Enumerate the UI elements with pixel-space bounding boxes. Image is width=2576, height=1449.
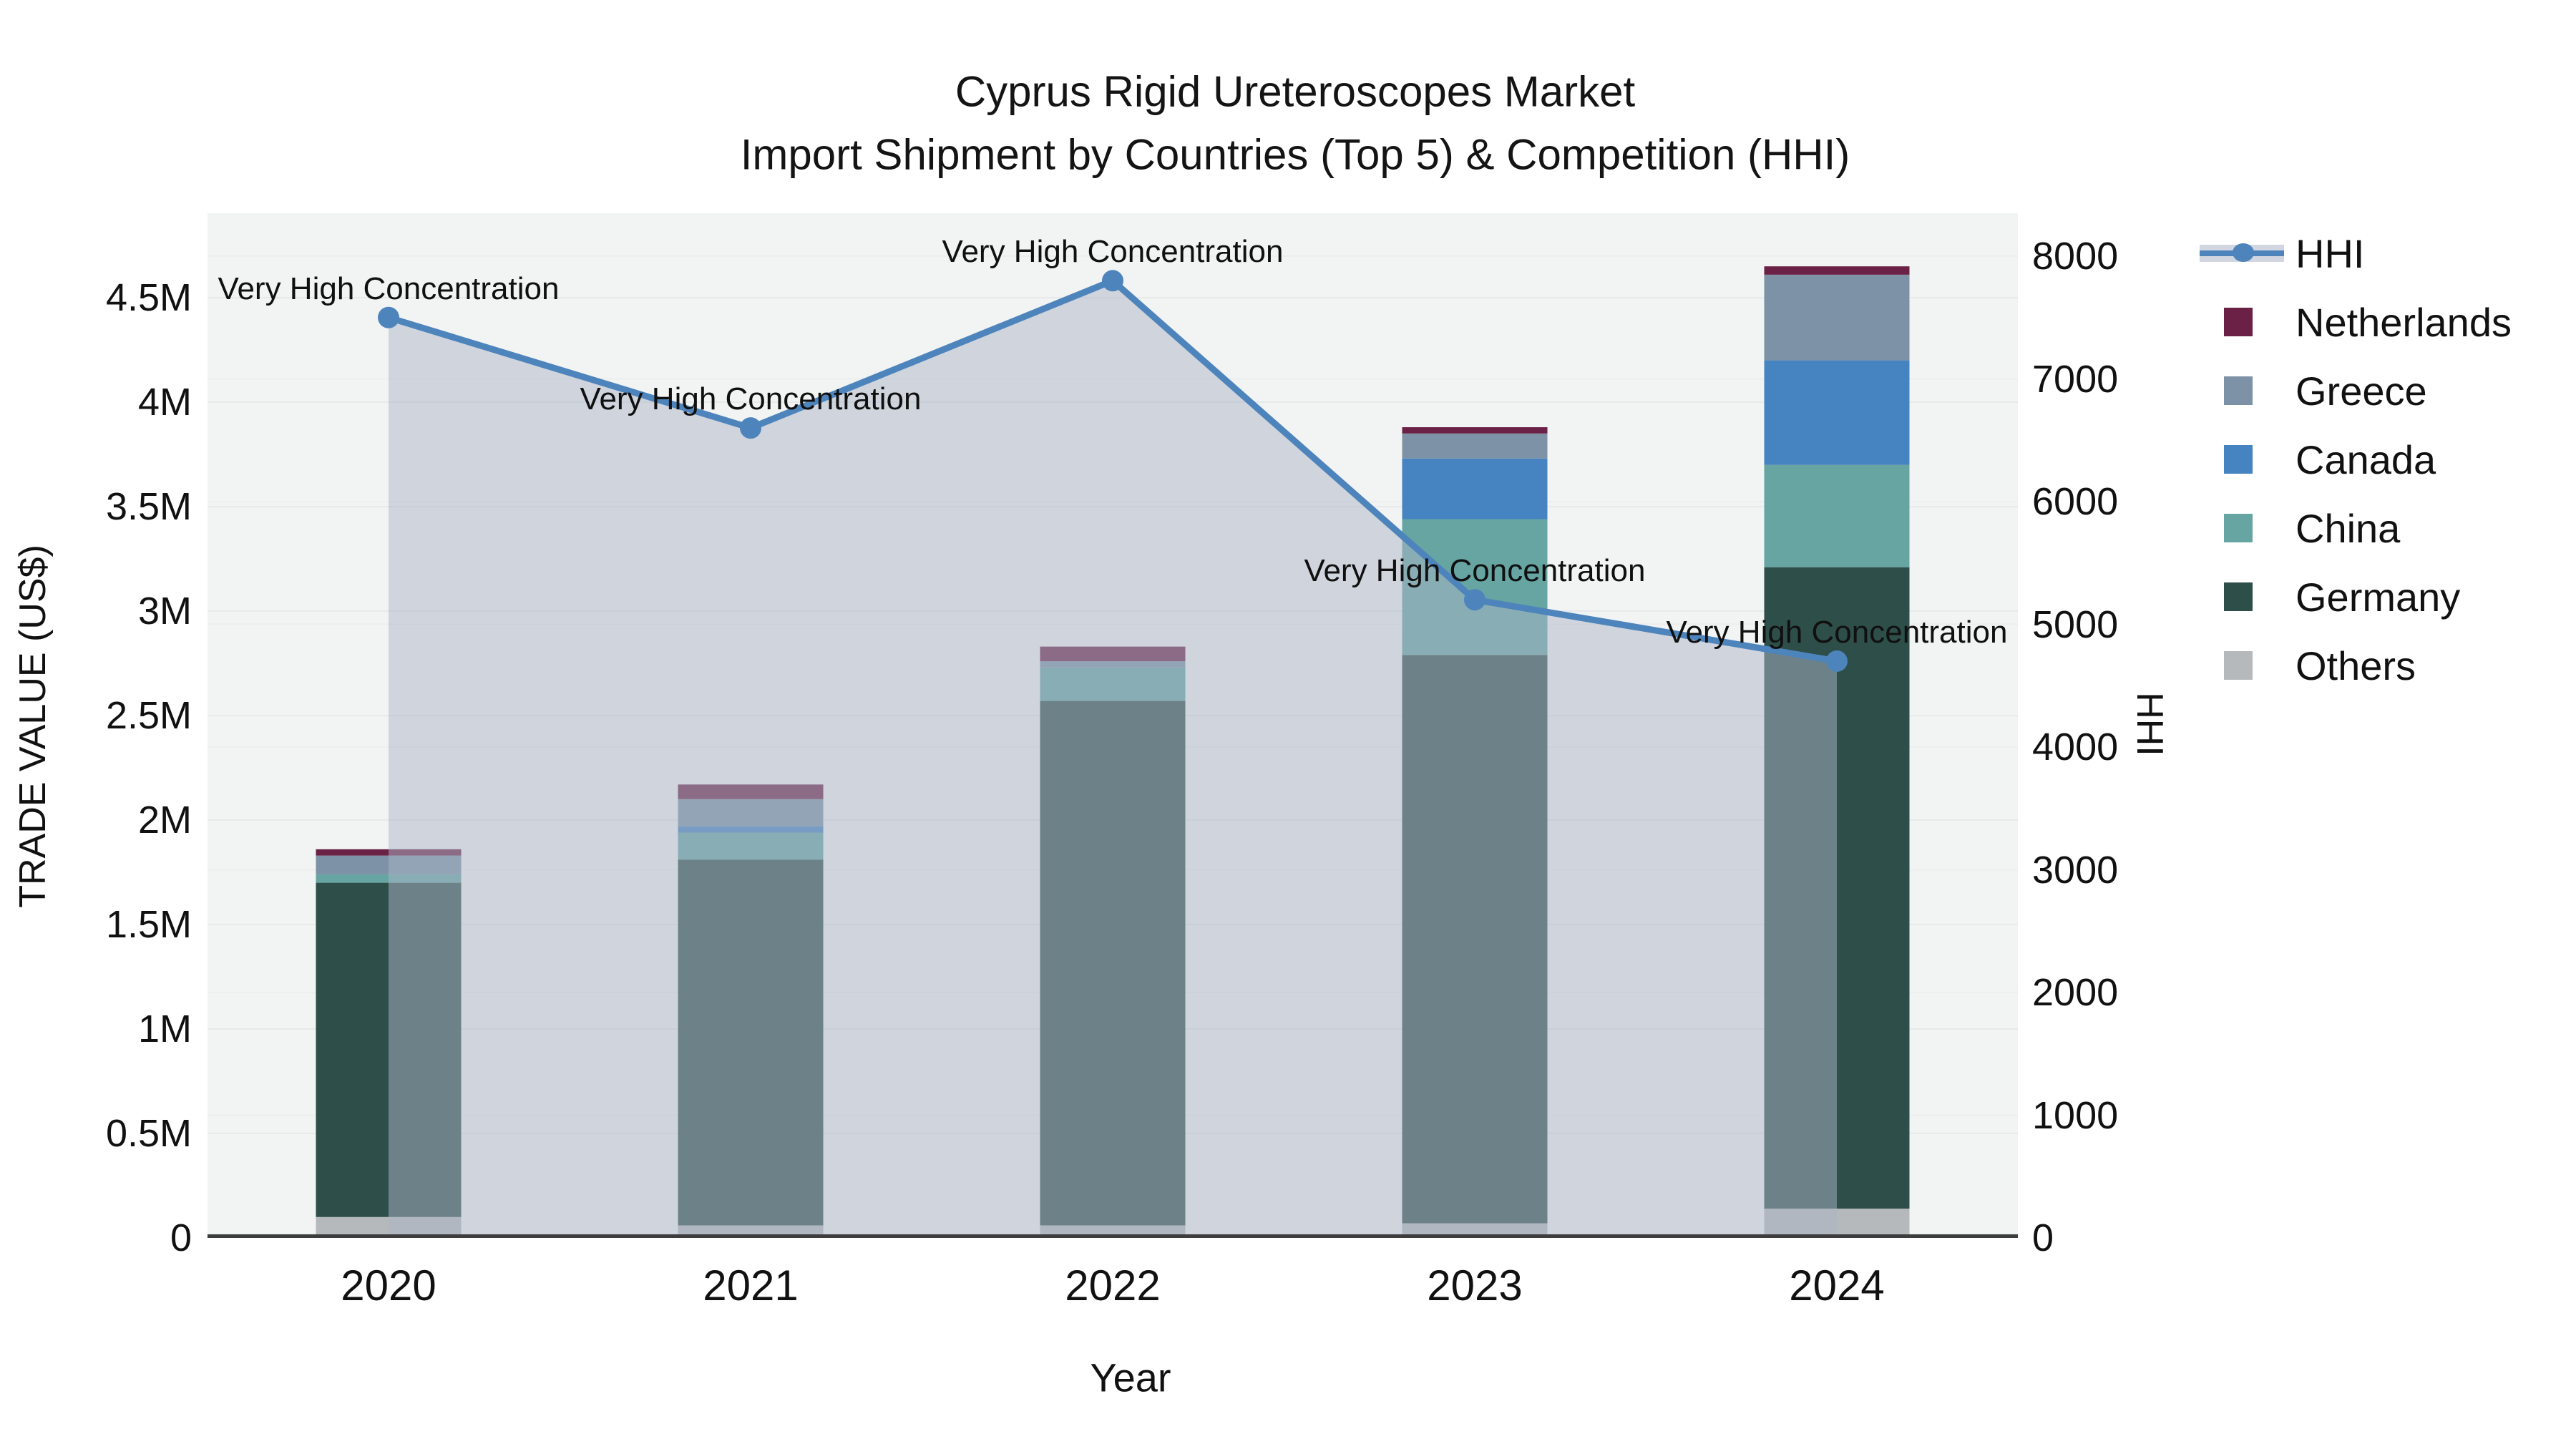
china-color-swatch xyxy=(2224,514,2253,542)
netherlands-color-swatch xyxy=(2224,308,2253,336)
bar-segment-canada-2023[interactable] xyxy=(1402,458,1548,519)
legend-label: HHI xyxy=(2296,230,2365,276)
plot-area xyxy=(208,213,2018,1238)
legend-label: Germany xyxy=(2296,574,2461,620)
x-tick-2021: 2021 xyxy=(703,1262,799,1309)
others-swatch-icon xyxy=(2201,631,2275,700)
annotation-2021: Very High Concentration xyxy=(580,381,922,417)
x-tick-2024: 2024 xyxy=(1789,1262,1885,1309)
legend-label: Netherlands xyxy=(2296,299,2512,345)
y-tick-left: 1M xyxy=(137,1008,192,1050)
hhi-marker-2023[interactable] xyxy=(1464,589,1485,611)
y-tick-right: 6000 xyxy=(2032,480,2119,523)
china-swatch-icon xyxy=(2201,494,2275,562)
y-tick-left: 0.5M xyxy=(105,1112,192,1155)
y-tick-right: 3000 xyxy=(2032,848,2119,892)
bar-segment-netherlands-2024[interactable] xyxy=(1764,266,1910,275)
legend-label: Others xyxy=(2296,643,2416,688)
annotation-2023: Very High Concentration xyxy=(1304,553,1646,589)
y-tick-right: 4000 xyxy=(2032,726,2119,769)
canada-color-swatch xyxy=(2224,445,2253,474)
legend-label: Greece xyxy=(2296,368,2427,414)
legend-item-others[interactable]: Others xyxy=(2201,631,2416,700)
legend-item-greece[interactable]: Greece xyxy=(2201,356,2427,425)
legend-item-canada[interactable]: Canada xyxy=(2201,425,2436,494)
hhi-dot-sample xyxy=(2233,243,2254,262)
annotation-2022: Very High Concentration xyxy=(942,234,1284,270)
page-title-line1: Cyprus Rigid Ureteroscopes Market xyxy=(955,67,1636,116)
y-tick-right: 0 xyxy=(2032,1216,2054,1259)
legend-item-germany[interactable]: Germany xyxy=(2201,562,2460,631)
y-tick-left: 4.5M xyxy=(105,276,192,319)
y-tick-right: 1000 xyxy=(2032,1093,2119,1137)
y-tick-left: 0 xyxy=(170,1216,192,1259)
bar-segment-china-2024[interactable] xyxy=(1764,464,1910,567)
chart-canvas xyxy=(208,255,2018,1238)
netherlands-swatch-icon xyxy=(2201,288,2275,356)
y-tick-right: 5000 xyxy=(2032,602,2119,646)
hhi-line-legend-icon xyxy=(2200,219,2284,288)
y-tick-right: 2000 xyxy=(2032,971,2119,1014)
y-tick-left: 1.5M xyxy=(105,903,192,946)
x-axis-title: Year xyxy=(1090,1355,1171,1400)
y-tick-right: 8000 xyxy=(2032,235,2119,278)
y-tick-right: 7000 xyxy=(2032,357,2119,401)
legend-item-china[interactable]: China xyxy=(2201,494,2400,562)
bar-segment-greece-2024[interactable] xyxy=(1764,274,1910,361)
greece-color-swatch xyxy=(2224,376,2253,405)
canada-swatch-icon xyxy=(2201,425,2275,494)
greece-swatch-icon xyxy=(2201,356,2275,425)
page-title-line2: Import Shipment by Countries (Top 5) & C… xyxy=(740,130,1850,179)
y-axis-title-right: HHI xyxy=(2129,692,2170,756)
legend-item-netherlands[interactable]: Netherlands xyxy=(2201,288,2512,356)
x-axis-line xyxy=(208,1234,2018,1238)
others-color-swatch xyxy=(2224,651,2253,680)
legend-item-hhi[interactable]: HHI xyxy=(2200,219,2365,288)
x-tick-2022: 2022 xyxy=(1065,1262,1161,1309)
y-tick-left: 3.5M xyxy=(105,485,192,528)
germany-swatch-icon xyxy=(2201,562,2275,631)
legend-label: Canada xyxy=(2296,436,2436,482)
y-tick-left: 4M xyxy=(137,381,192,424)
germany-color-swatch xyxy=(2224,582,2253,611)
hhi-area-fill xyxy=(389,280,1837,1238)
hhi-marker-2022[interactable] xyxy=(1102,270,1123,292)
hhi-marker-2021[interactable] xyxy=(740,417,761,439)
hhi-marker-2024[interactable] xyxy=(1826,650,1848,672)
x-tick-2020: 2020 xyxy=(341,1262,436,1309)
y-tick-left: 2M xyxy=(137,799,192,841)
hhi-marker-2020[interactable] xyxy=(378,306,399,328)
y-tick-left: 3M xyxy=(137,590,192,633)
legend-label: China xyxy=(2296,505,2401,551)
bar-segment-greece-2023[interactable] xyxy=(1402,433,1548,459)
annotation-2020: Very High Concentration xyxy=(218,270,560,306)
y-tick-left: 2.5M xyxy=(105,694,192,737)
bar-segment-netherlands-2023[interactable] xyxy=(1402,427,1548,434)
x-tick-2023: 2023 xyxy=(1427,1262,1523,1309)
annotation-2024: Very High Concentration xyxy=(1666,614,2008,650)
bar-segment-canada-2024[interactable] xyxy=(1764,360,1910,465)
